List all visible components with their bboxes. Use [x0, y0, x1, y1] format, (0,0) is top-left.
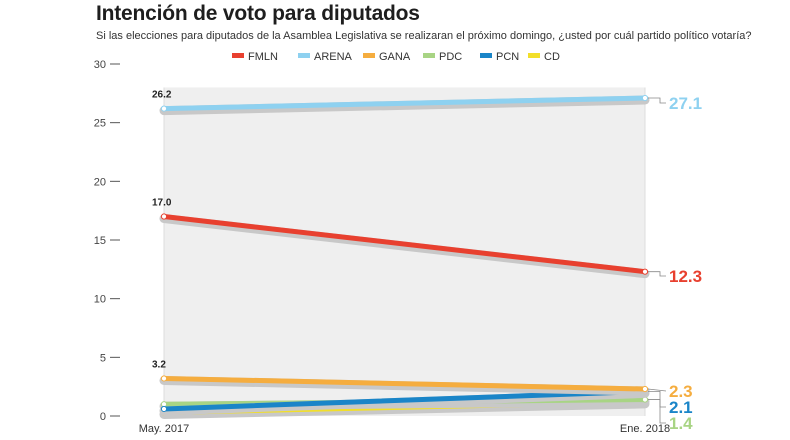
label-connector [648, 399, 666, 424]
series-line-pcn [161, 388, 648, 412]
end-value-label: 2.3 [669, 382, 693, 401]
legend-swatch [528, 53, 540, 58]
chart-subtitle: Si las elecciones para diputados de la A… [96, 30, 752, 42]
x-tick-label: Ene. 2018 [620, 423, 670, 435]
label-connector [648, 271, 666, 277]
y-axis: 0 5 10 15 20 25 30 [94, 59, 120, 423]
start-value-label: 17.0 [152, 198, 172, 209]
data-point-arena [160, 105, 168, 112]
legend-label: CD [544, 51, 560, 63]
legend-item-cd: CD [528, 51, 560, 63]
plot-band [164, 87, 645, 416]
legend-item-pdc: PDC [423, 51, 462, 63]
legend-swatch [480, 53, 492, 58]
series-line-arena [161, 95, 648, 112]
legend-item-fmln: FMLN [232, 51, 278, 63]
end-value-label: 12.3 [669, 267, 702, 286]
label-connector [647, 388, 667, 392]
series-layer [159, 94, 650, 419]
end-value-label: 27.1 [669, 94, 702, 113]
legend-label: ARENA [314, 51, 353, 63]
y-tick-label: 10 [94, 294, 106, 306]
y-tick-label: 30 [94, 59, 106, 71]
label-connector [648, 390, 666, 408]
data-point-gana [160, 375, 168, 382]
legend-item-arena: ARENA [298, 51, 353, 63]
end-value-label: 1.4 [669, 414, 693, 433]
data-labels: 17.0 26.2 3.2 12.3 27.1 2.3 1.42.1 [152, 90, 702, 433]
legend-item-gana: GANA [363, 51, 411, 63]
end-value-label: 2.1 [669, 398, 693, 417]
y-tick-label: 25 [94, 118, 106, 130]
legend-item-pcn: PCN [480, 51, 519, 63]
data-point-arena [641, 94, 649, 102]
y-tick-label: 5 [100, 352, 106, 364]
legend-label: GANA [379, 51, 411, 63]
legend-swatch [363, 53, 375, 58]
series-line-gana [161, 375, 648, 392]
start-value-label: 3.2 [152, 359, 166, 370]
start-value-label: 26.2 [152, 90, 172, 101]
legend: FMLN ARENA GANA PDC PCN CD [232, 51, 560, 63]
label-connector [648, 97, 666, 104]
y-tick-label: 20 [94, 176, 106, 188]
chart-title: Intención de voto para diputados [96, 2, 420, 25]
data-point-gana [641, 385, 649, 393]
legend-swatch [232, 53, 244, 58]
x-tick-label: May. 2017 [139, 423, 190, 435]
y-tick-label: 15 [94, 235, 106, 247]
data-point-fmln [641, 268, 649, 275]
legend-label: PCN [496, 51, 519, 63]
plot-area [163, 87, 646, 416]
legend-label: PDC [439, 51, 462, 63]
x-axis: May. 2017 Ene. 2018 [139, 423, 670, 435]
legend-label: FMLN [248, 51, 278, 63]
data-point-fmln [160, 213, 168, 220]
legend-swatch [298, 53, 310, 58]
legend-swatch [423, 53, 435, 58]
data-point-pcn [160, 405, 168, 413]
series-line-fmln [161, 214, 648, 275]
y-tick-label: 0 [100, 411, 106, 423]
